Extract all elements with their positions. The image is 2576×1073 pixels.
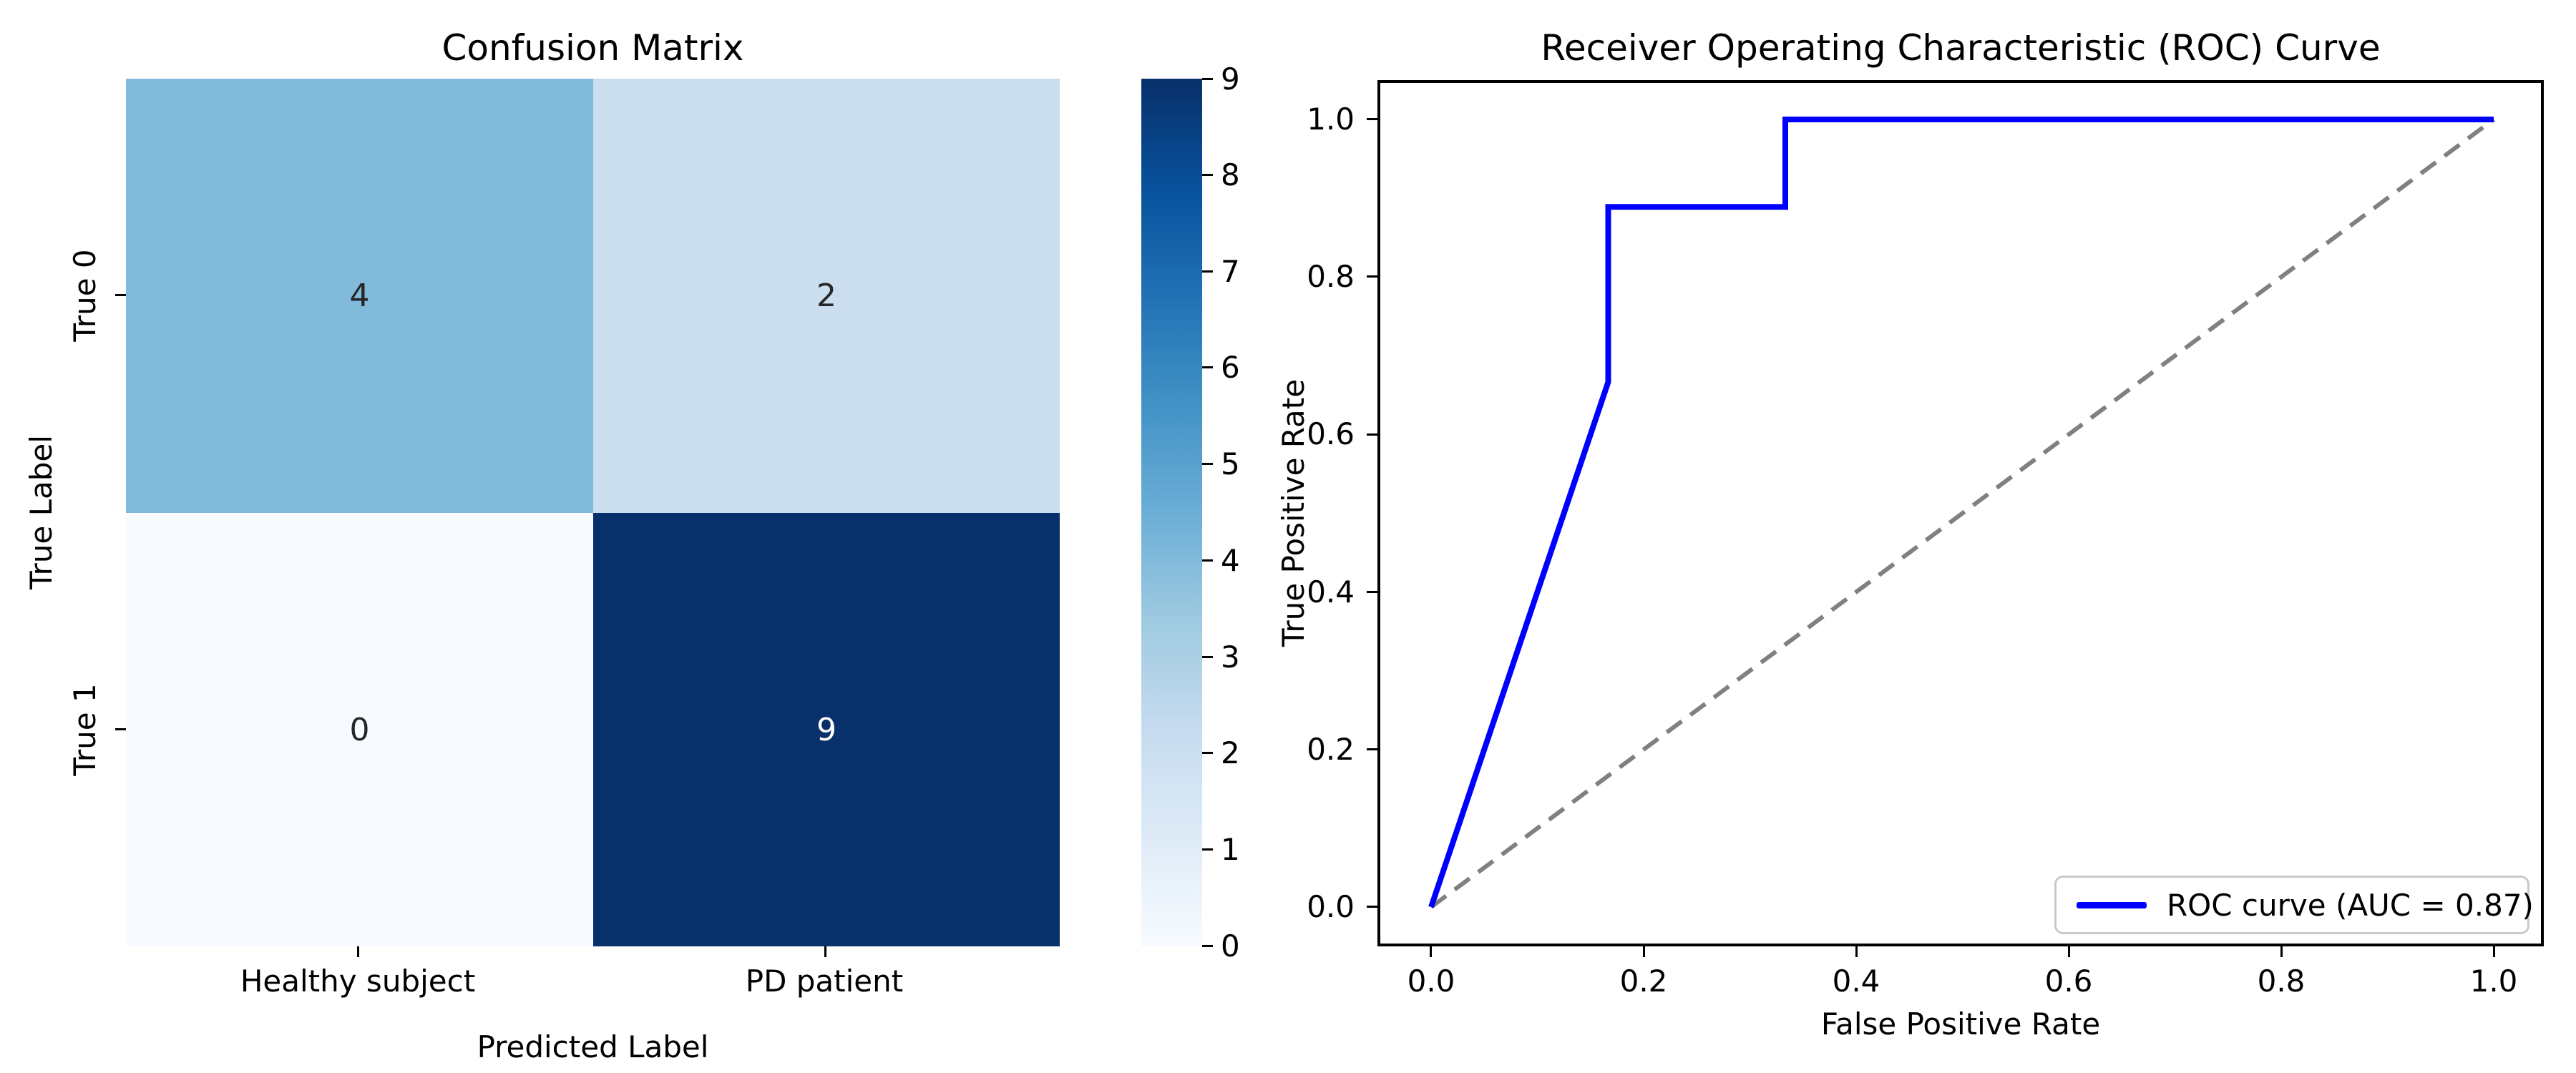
y-tick-mark [1367, 906, 1377, 908]
y-tick-label-true0: True 0 [67, 249, 102, 342]
colorbar-tick-mark [1202, 78, 1213, 80]
x-tick-label: 0.6 [2044, 964, 2093, 999]
colorbar-tick-label: 6 [1221, 350, 1240, 385]
x-tick-label: 0.2 [1619, 964, 1668, 999]
y-tick-label: 1.0 [1307, 102, 1355, 137]
x-tick-mark [1643, 946, 1645, 957]
x-tick-label-pd-patient: PD patient [745, 964, 904, 999]
y-tick-label: 0.8 [1307, 259, 1355, 294]
colorbar-tick-mark [1202, 366, 1213, 368]
x-axis-label-predicted: Predicted Label [477, 1029, 709, 1064]
colorbar-tick-label: 8 [1221, 157, 1240, 192]
y-tick-mark [1367, 433, 1377, 436]
colorbar-tick-label: 1 [1221, 832, 1240, 867]
roc-curve-line [1428, 117, 2494, 908]
x-tick-mark [357, 946, 359, 957]
colorbar-tick-label: 5 [1221, 446, 1240, 481]
y-tick-mark [1367, 118, 1377, 120]
y-tick-mark [115, 728, 126, 730]
x-tick-mark [1430, 946, 1432, 957]
y-axis-label-tpr: True Positive Rate [1276, 378, 1311, 647]
x-tick-mark [824, 946, 826, 957]
x-tick-label: 0.0 [1407, 964, 1455, 999]
chance-diagonal-line [1430, 117, 2495, 909]
x-tick-mark [2280, 946, 2283, 957]
x-tick-mark [2493, 946, 2495, 957]
colorbar-tick-mark [1202, 752, 1213, 754]
colorbar-tick-label: 0 [1221, 929, 1240, 964]
colorbar-tick-mark [1202, 559, 1213, 562]
colorbar-tick-label: 3 [1221, 640, 1240, 675]
colorbar-tick-label: 4 [1221, 543, 1240, 578]
x-tick-label-healthy-subject: Healthy subject [240, 964, 476, 999]
colorbar-tick-mark [1202, 463, 1213, 465]
colorbar-tick-label: 7 [1221, 254, 1240, 289]
heatmap-cell-value: 2 [816, 278, 836, 314]
y-tick-mark [115, 294, 126, 296]
x-axis-label-fpr: False Positive Rate [1820, 1006, 2101, 1042]
roc-legend-label: ROC curve (AUC = 0.87) [2167, 887, 2534, 923]
heatmap-cell-value: 9 [816, 711, 836, 748]
y-tick-label: 0.2 [1307, 732, 1355, 767]
y-tick-label: 0.6 [1307, 416, 1355, 451]
roc-plot-area [1428, 117, 2495, 909]
colorbar-tick-mark [1202, 656, 1213, 658]
colorbar-tick-mark [1202, 848, 1213, 851]
heatmap-cell-true1-pd: 9 [593, 513, 1060, 946]
y-tick-mark [1367, 591, 1377, 593]
colorbar-tick-mark [1202, 270, 1213, 273]
x-tick-label: 0.4 [1832, 964, 1880, 999]
y-tick-mark [1367, 748, 1377, 750]
heatmap-cell-true1-healthy: 0 [126, 513, 593, 946]
y-tick-label-true1: True 1 [67, 683, 102, 776]
y-tick-label: 0.4 [1307, 574, 1355, 609]
roc-title: Receiver Operating Characteristic (ROC) … [1541, 27, 2381, 69]
x-tick-mark [1855, 946, 1858, 957]
confusion-matrix-heatmap: 4 2 0 9 [126, 79, 1060, 946]
colorbar-tick-label: 9 [1221, 62, 1240, 97]
x-tick-mark [2068, 946, 2070, 957]
heatmap-cell-true0-pd: 2 [593, 79, 1060, 513]
roc-legend: ROC curve (AUC = 0.87) [2054, 876, 2534, 934]
heatmap-cell-value: 0 [349, 711, 370, 748]
heatmap-cell-true0-healthy: 4 [126, 79, 593, 513]
heatmap-cell-value: 4 [349, 278, 370, 314]
colorbar [1141, 79, 1202, 946]
y-axis-label-true: True Label [24, 435, 59, 589]
colorbar-tick-label: 2 [1221, 735, 1240, 770]
y-tick-label: 0.0 [1307, 889, 1355, 924]
y-tick-mark [1367, 275, 1377, 278]
colorbar-tick-mark [1202, 174, 1213, 176]
roc-curve-legend-swatch [2077, 901, 2147, 908]
x-tick-label: 0.8 [2257, 964, 2306, 999]
x-tick-label: 1.0 [2469, 964, 2518, 999]
colorbar-tick-mark [1202, 945, 1213, 947]
confusion-matrix-title: Confusion Matrix [441, 27, 744, 69]
